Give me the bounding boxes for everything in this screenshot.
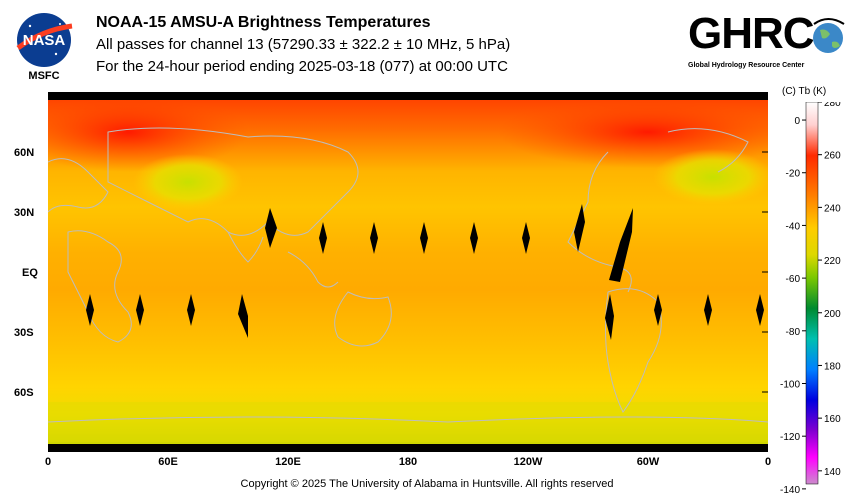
celsius-tick-label: -80 bbox=[786, 327, 801, 338]
lon-label: 120E bbox=[275, 456, 301, 468]
kelvin-tick-label: 260 bbox=[824, 151, 841, 162]
celsius-tick-label: -100 bbox=[780, 379, 800, 390]
header: NOAA-15 AMSU-A Brightness Temperatures A… bbox=[96, 12, 510, 78]
lat-label: 60S bbox=[14, 387, 34, 399]
lon-label: 120W bbox=[513, 456, 543, 468]
celsius-tick-label: -60 bbox=[786, 274, 801, 285]
colorbar-svg: 280 260 240 220 200 180 160 140 0 -20 -40 -60 -80 -10… bbox=[780, 102, 841, 496]
south-polar-gap bbox=[48, 444, 768, 452]
lon-label: 0 bbox=[44, 456, 52, 468]
cold-region bbox=[653, 149, 773, 205]
lon-label: 0 bbox=[764, 456, 772, 468]
colorbar-ticks: 280 260 240 220 200 180 160 140 0 -20 -40 -60 -80 -10… bbox=[780, 102, 841, 496]
cold-region bbox=[133, 154, 243, 210]
lon-label: 180 bbox=[398, 456, 418, 468]
celsius-tick-label: -40 bbox=[786, 221, 801, 232]
msfc-label: MSFC bbox=[28, 70, 60, 82]
lat-label: 30N bbox=[14, 207, 35, 219]
kelvin-tick-label: 180 bbox=[824, 361, 841, 372]
celsius-tick-label: -140 bbox=[780, 485, 800, 496]
south-band bbox=[48, 402, 768, 442]
north-polar-gap bbox=[48, 92, 768, 100]
ghrc-logo-text: GHRC bbox=[688, 9, 815, 58]
lat-label: 60N bbox=[14, 147, 35, 159]
kelvin-tick-label: 140 bbox=[824, 467, 841, 478]
kelvin-tick-label: 200 bbox=[824, 309, 841, 320]
celsius-tick-label: -20 bbox=[786, 169, 801, 180]
nasa-meatball-icon: NASA bbox=[16, 13, 73, 67]
brightness-temperature-map bbox=[8, 92, 798, 452]
ghrc-logo-subtitle: Global Hydrology Resource Center bbox=[688, 62, 805, 69]
kelvin-tick-label: 280 bbox=[824, 102, 841, 109]
celsius-tick-label: 0 bbox=[794, 116, 800, 127]
celsius-tick-label: -120 bbox=[780, 432, 800, 443]
nasa-logo: NASA MSFC bbox=[12, 10, 76, 84]
kelvin-tick-label: 160 bbox=[824, 414, 841, 425]
colorbar-units: (C) Tb (K) bbox=[782, 86, 827, 97]
copyright-notice: Copyright © 2025 The University of Alaba… bbox=[240, 478, 614, 490]
lon-label: 60W bbox=[636, 456, 660, 468]
kelvin-tick-label: 240 bbox=[824, 203, 841, 214]
map-canvas bbox=[8, 92, 798, 452]
colorbar-gradient bbox=[805, 102, 819, 485]
swath-gaps bbox=[86, 204, 764, 340]
channel-description: All passes for channel 13 (57290.33 ± 32… bbox=[96, 36, 511, 53]
warm-region bbox=[8, 92, 248, 172]
kelvin-tick-label: 220 bbox=[824, 256, 841, 267]
ghrc-logo: GHRC Global Hydrology Resource Center bbox=[688, 10, 848, 74]
lon-label: 60E bbox=[158, 456, 178, 468]
page-title: NOAA-15 AMSU-A Brightness Temperatures bbox=[96, 14, 431, 31]
colorbar: (C) Tb (K) 280 260 240 220 200 180 160 140 0 bbox=[770, 86, 854, 496]
period-description: For the 24-hour period ending 2025-03-18… bbox=[96, 58, 508, 75]
lat-label: 30S bbox=[14, 327, 34, 339]
lat-label: EQ bbox=[22, 267, 38, 279]
nasa-logo-text: NASA bbox=[23, 32, 66, 49]
globe-icon bbox=[813, 18, 845, 53]
